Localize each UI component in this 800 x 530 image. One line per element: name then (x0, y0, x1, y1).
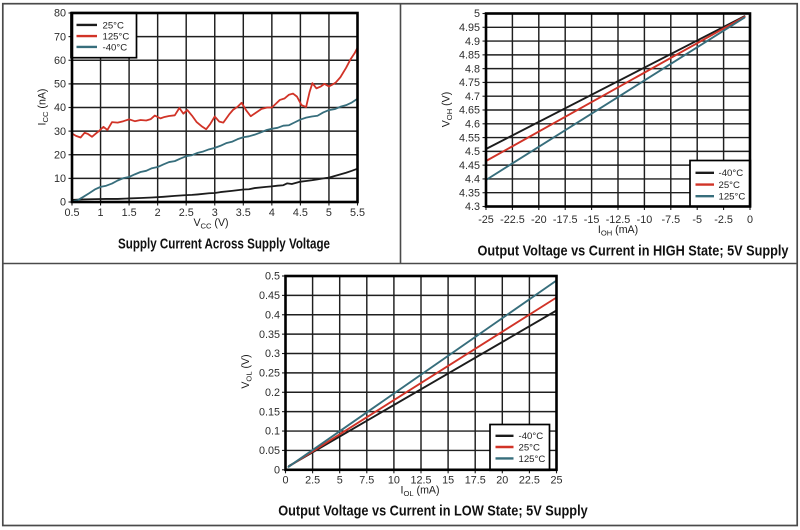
svg-text:80: 80 (54, 8, 66, 20)
svg-text:0.2: 0.2 (265, 387, 280, 399)
svg-text:VCC (V): VCC (V) (193, 217, 228, 230)
svg-text:4.75: 4.75 (459, 77, 480, 89)
svg-text:40: 40 (54, 102, 66, 114)
svg-text:-40°C: -40°C (719, 168, 744, 179)
svg-text:4.35: 4.35 (459, 187, 480, 199)
svg-text:4.65: 4.65 (459, 105, 480, 117)
svg-text:20: 20 (496, 475, 508, 487)
svg-text:5: 5 (326, 207, 332, 219)
svg-text:4.55: 4.55 (459, 132, 480, 144)
svg-text:-5: -5 (692, 214, 702, 226)
svg-text:4.8: 4.8 (465, 63, 480, 75)
svg-text:125°C: 125°C (103, 32, 130, 43)
svg-text:0: 0 (274, 465, 280, 477)
svg-text:10: 10 (54, 173, 66, 185)
svg-text:VOL (V): VOL (V) (240, 354, 253, 388)
svg-text:4.9: 4.9 (465, 36, 480, 48)
svg-text:4.5: 4.5 (293, 207, 308, 219)
svg-text:-20: -20 (531, 214, 547, 226)
svg-text:0.5: 0.5 (265, 271, 280, 283)
svg-text:0.15: 0.15 (259, 406, 280, 418)
svg-text:0.1: 0.1 (265, 426, 280, 438)
svg-text:IOH (mA): IOH (mA) (598, 224, 638, 237)
svg-text:22.5: 22.5 (519, 475, 540, 487)
svg-text:IOL (mA): IOL (mA) (401, 485, 440, 498)
svg-text:0: 0 (282, 475, 288, 487)
svg-text:20: 20 (54, 149, 66, 161)
svg-text:4.7: 4.7 (465, 91, 480, 103)
svg-text:4.6: 4.6 (465, 119, 480, 131)
svg-text:2: 2 (155, 207, 161, 219)
svg-text:0.5: 0.5 (64, 207, 79, 219)
svg-text:125°C: 125°C (719, 192, 746, 203)
svg-text:4.45: 4.45 (459, 160, 480, 172)
svg-text:4.95: 4.95 (459, 22, 480, 34)
svg-text:0.35: 0.35 (259, 329, 280, 341)
svg-text:70: 70 (54, 31, 66, 43)
svg-text:Supply Current Across Supply V: Supply Current Across Supply Voltage (118, 237, 330, 253)
svg-text:-25: -25 (478, 214, 494, 226)
svg-text:0.3: 0.3 (265, 348, 280, 360)
svg-text:30: 30 (54, 126, 66, 138)
svg-text:0: 0 (60, 197, 66, 209)
svg-text:-22.5: -22.5 (500, 214, 525, 226)
svg-text:4.3: 4.3 (465, 201, 480, 213)
svg-text:5: 5 (337, 475, 343, 487)
svg-text:25°C: 25°C (519, 442, 541, 453)
svg-text:7.5: 7.5 (359, 475, 374, 487)
svg-text:50: 50 (54, 79, 66, 91)
svg-text:4.5: 4.5 (465, 146, 480, 158)
svg-text:5: 5 (474, 8, 480, 20)
svg-text:VOH (V): VOH (V) (441, 92, 454, 128)
svg-text:Output Voltage vs Current in L: Output Voltage vs Current in LOW State; … (278, 504, 588, 520)
svg-text:-40°C: -40°C (103, 42, 128, 53)
svg-text:17.5: 17.5 (465, 475, 486, 487)
svg-text:ICC (nA): ICC (nA) (37, 89, 50, 126)
svg-text:25°C: 25°C (103, 20, 125, 31)
svg-text:-7.5: -7.5 (661, 214, 680, 226)
svg-text:0.4: 0.4 (265, 310, 280, 322)
svg-text:0.05: 0.05 (259, 445, 280, 457)
svg-text:-2.5: -2.5 (714, 214, 733, 226)
svg-text:-17.5: -17.5 (553, 214, 578, 226)
svg-text:-15: -15 (584, 214, 600, 226)
svg-text:0.45: 0.45 (259, 290, 280, 302)
svg-text:-40°C: -40°C (519, 431, 544, 442)
svg-text:-10: -10 (637, 214, 653, 226)
svg-text:1.5: 1.5 (122, 207, 137, 219)
svg-text:125°C: 125°C (519, 454, 546, 465)
svg-text:5.5: 5.5 (350, 207, 365, 219)
svg-text:2.5: 2.5 (305, 475, 320, 487)
svg-text:2.5: 2.5 (179, 207, 194, 219)
svg-text:3: 3 (212, 207, 218, 219)
svg-text:25°C: 25°C (719, 180, 741, 191)
svg-text:60: 60 (54, 55, 66, 67)
svg-text:10: 10 (388, 475, 400, 487)
svg-text:25: 25 (550, 475, 562, 487)
svg-text:1: 1 (97, 207, 103, 219)
svg-text:4.4: 4.4 (465, 174, 480, 186)
svg-text:Output Voltage vs Current in H: Output Voltage vs Current in HIGH State;… (478, 244, 790, 260)
svg-text:0.25: 0.25 (259, 368, 280, 380)
svg-text:3.5: 3.5 (236, 207, 251, 219)
svg-text:4.85: 4.85 (459, 50, 480, 62)
svg-text:15: 15 (442, 475, 454, 487)
svg-text:4: 4 (269, 207, 275, 219)
svg-text:12.5: 12.5 (410, 475, 431, 487)
svg-text:0: 0 (747, 214, 753, 226)
svg-text:-12.5: -12.5 (606, 214, 631, 226)
